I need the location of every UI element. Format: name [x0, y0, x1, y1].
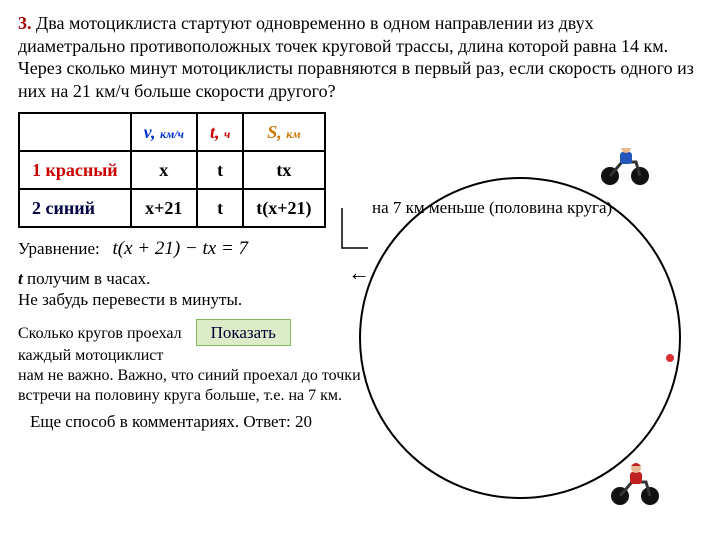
row2-s: t(x+21)	[243, 189, 324, 227]
track-circle	[360, 178, 680, 498]
hdr-v: v, км/ч	[131, 113, 197, 151]
row1-t: t	[197, 151, 243, 189]
arrow-left-icon: ←	[348, 260, 370, 286]
answer-value: 20	[295, 412, 312, 431]
footer-extra: Еще способ в комментариях.	[30, 412, 239, 431]
problem-number: 3.	[18, 13, 32, 33]
note-t-rest: получим в часах.	[23, 269, 151, 288]
half-circle-annotation: на 7 км меньше (половина круга)	[372, 198, 612, 218]
note2-l1a: Сколько кругов проехал	[18, 325, 182, 342]
equation-label: Уравнение:	[18, 239, 100, 258]
note2-l1b: каждый мотоциклист	[18, 347, 163, 364]
rider-top-icon	[601, 148, 649, 185]
note2-rest: нам не важно. Важно, что синий проехал д…	[18, 367, 361, 404]
table-header-row: v, км/ч t, ч S, км	[19, 113, 325, 151]
bracket-line	[342, 208, 368, 248]
hdr-s: S, км	[243, 113, 324, 151]
table-row: 2 синий x+21 t t(x+21)	[19, 189, 325, 227]
equation-formula: t(x + 21) − tx = 7	[112, 238, 248, 259]
note-t-line2: Не забудь перевести в минуты.	[18, 290, 242, 309]
meeting-point-dot	[666, 354, 674, 362]
row2-v: x+21	[131, 189, 197, 227]
show-button[interactable]: Показать	[196, 319, 291, 346]
track-diagram: на 7 км меньше (половина круга) ←	[340, 148, 700, 508]
row2-t: t	[197, 189, 243, 227]
hdr-empty	[19, 113, 131, 151]
row1-v: x	[131, 151, 197, 189]
data-table: v, км/ч t, ч S, км 1 красный x t tx 2 си…	[18, 112, 326, 228]
problem-body: Два мотоциклиста стартуют одновременно в…	[18, 13, 694, 101]
table-row: 1 красный x t tx	[19, 151, 325, 189]
answer-label: Ответ:	[243, 412, 290, 431]
row1-s: tx	[243, 151, 324, 189]
row1-label: 1 красный	[19, 151, 131, 189]
problem-text: 3. Два мотоциклиста стартуют одновременн…	[18, 12, 702, 102]
rider-bottom-icon	[611, 463, 659, 505]
hdr-t: t, ч	[197, 113, 243, 151]
row2-label: 2 синий	[19, 189, 131, 227]
